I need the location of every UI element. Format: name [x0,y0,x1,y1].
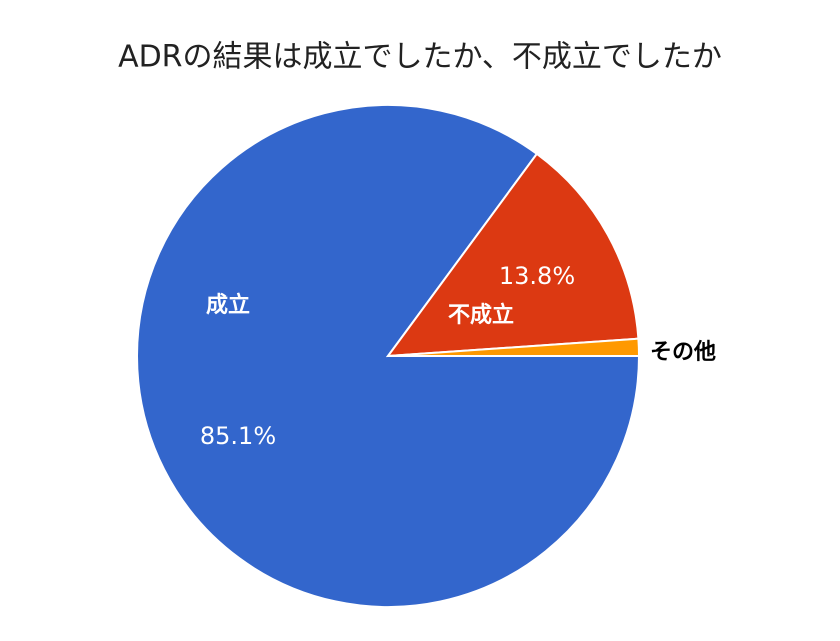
slice-label: 不成立 [448,302,514,328]
chart-title: ADRの結果は成立でしたか、不成立でしたか [118,40,722,75]
pie-slice [385,152,640,358]
pie-slice [387,337,641,357]
slice-label: その他 [650,340,716,365]
value-label: 85.1% [200,422,276,450]
slice-label: 成立 [206,292,250,318]
value-label: 13.8% [499,262,575,290]
